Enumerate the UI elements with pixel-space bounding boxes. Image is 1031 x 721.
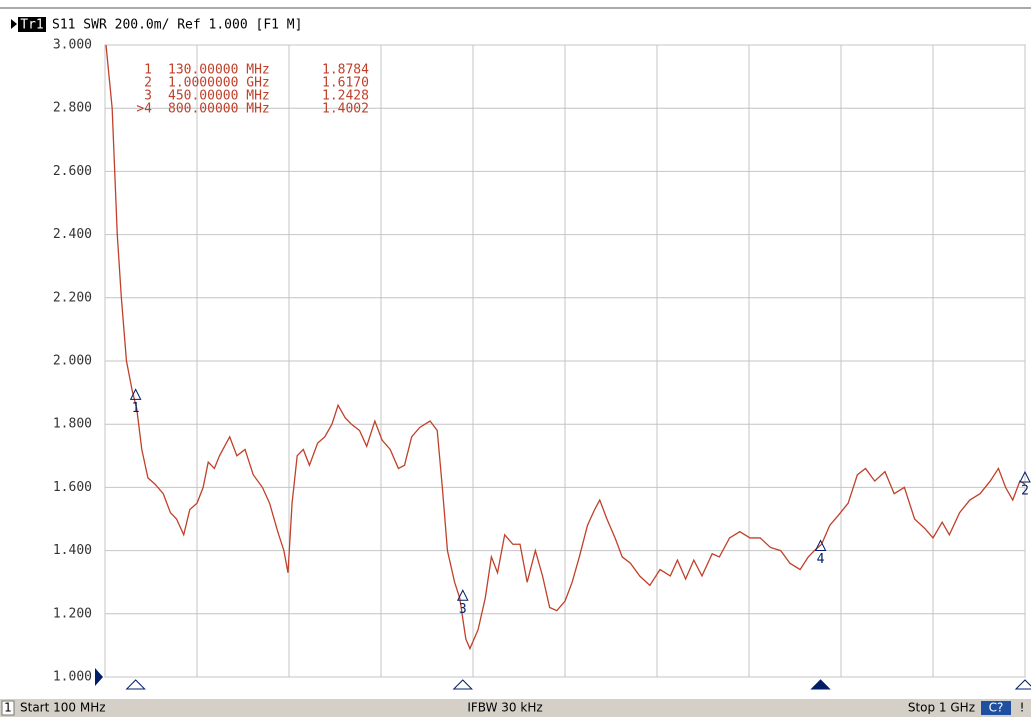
marker-table-value: 1.2428	[322, 89, 369, 104]
y-tick-label: 1.600	[53, 480, 92, 495]
ref-indicator	[95, 668, 103, 686]
y-tick-label: 2.400	[53, 227, 92, 242]
y-tick-label: 2.600	[53, 164, 92, 179]
marker-table-id: >4	[136, 102, 152, 117]
marker-id: 1	[132, 401, 140, 416]
marker-table-id: 1	[144, 63, 152, 78]
channel[interactable]: 1	[4, 701, 12, 715]
marker-table-id: 2	[144, 76, 152, 91]
status-box	[981, 701, 1011, 715]
marker-id: 2	[1021, 484, 1029, 499]
trace-tag[interactable]: Tr1	[20, 18, 43, 33]
y-tick-label: 1.200	[53, 606, 92, 621]
y-tick-label: 2.000	[53, 354, 92, 369]
ifbw-label: IFBW 30 kHz	[467, 701, 542, 715]
trace	[105, 45, 1025, 651]
trace-tag-box	[18, 17, 46, 32]
marker-id: 4	[817, 552, 825, 567]
marker-position	[452, 679, 473, 690]
status-bar	[0, 699, 1031, 717]
y-tick-label: 1.800	[53, 417, 92, 432]
marker-table-value: 1.4002	[322, 102, 369, 117]
y-tick-label: 1.400	[53, 543, 92, 558]
marker-triangle	[129, 388, 142, 400]
marker-triangle	[1019, 470, 1031, 483]
flag: !	[1020, 701, 1025, 715]
marker-table-freq: 450.00000 MHz	[168, 89, 270, 104]
status[interactable]: C?	[989, 701, 1004, 715]
marker-triangle	[456, 589, 469, 601]
marker-table-freq: 800.00000 MHz	[168, 102, 270, 117]
marker-position	[125, 679, 146, 690]
marker-triangle	[814, 539, 827, 552]
marker-table-value: 1.6170	[322, 76, 369, 91]
marker-id: 3	[459, 602, 467, 617]
marker-table-freq: 130.00000 MHz	[168, 63, 270, 78]
marker-table-id: 3	[144, 89, 152, 104]
marker-position	[810, 679, 831, 690]
trace-arrow	[11, 19, 17, 29]
y-tick-label: 1.000	[53, 670, 92, 685]
y-tick-label: 2.800	[53, 101, 92, 116]
channel-box	[1, 700, 15, 716]
marker-table-value: 1.8784	[322, 63, 369, 78]
y-tick-label: 3.000	[53, 38, 92, 53]
y-tick-label: 2.200	[53, 290, 92, 305]
trace-info: S11 SWR 200.0m/ Ref 1.000 [F1 M]	[52, 18, 302, 33]
start-label: Start 100 MHz	[20, 701, 106, 715]
marker-table-freq: 1.0000000 GHz	[168, 76, 270, 91]
marker-position	[1014, 679, 1031, 690]
stop-label: Stop 1 GHz	[908, 701, 975, 715]
